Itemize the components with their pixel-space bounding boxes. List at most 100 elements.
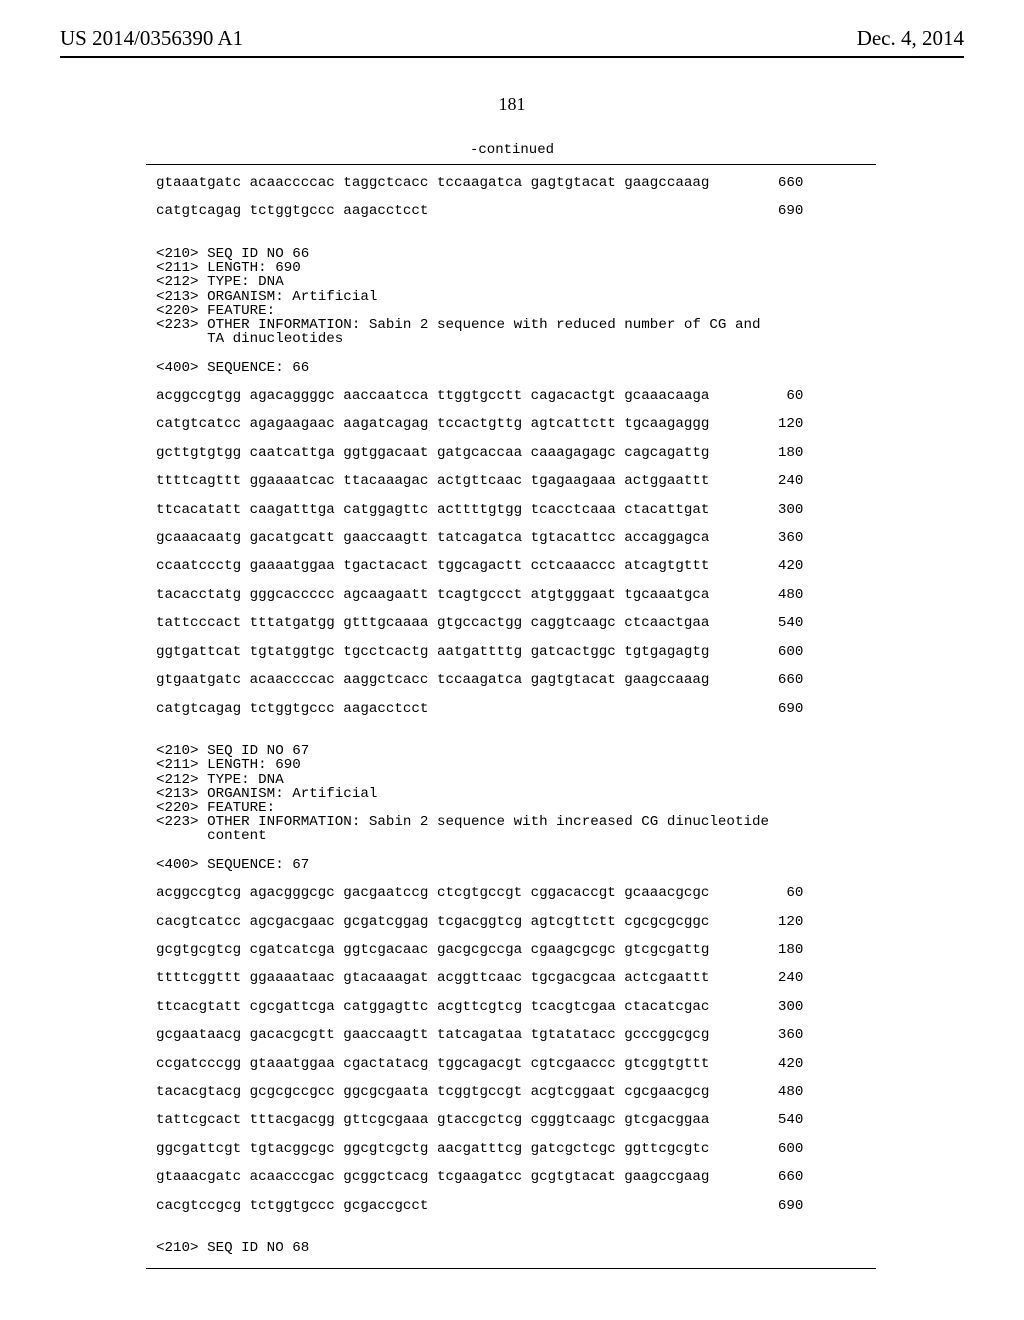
blank-line [156, 1042, 868, 1056]
sequence-position: 600 [755, 645, 803, 659]
page-number: 181 [0, 94, 1024, 115]
sequence-line: tattcccact tttatgatgg gtttgcaaaa gtgccac… [156, 616, 868, 630]
blank-line [156, 460, 868, 474]
blank-line [156, 900, 868, 914]
sequence-line: acggccgtgg agacaggggc aaccaatcca ttggtgc… [156, 389, 868, 403]
sequence-meta-line: <210> SEQ ID NO 67 [156, 744, 868, 758]
sequence-line: catgtcagag tctggtgccc aagacctcct 690 [156, 702, 868, 716]
blank-line [156, 1014, 868, 1028]
blank-line [156, 233, 868, 247]
blank-line [156, 602, 868, 616]
blank-line [156, 1213, 868, 1227]
sequence-position: 120 [755, 915, 803, 929]
blank-line [156, 1227, 868, 1241]
blank-line [156, 219, 868, 233]
sequence-line: tacacctatg gggcaccccc agcaagaatt tcagtgc… [156, 588, 868, 602]
sequence-position: 540 [755, 1113, 803, 1127]
sequence-meta-line: <212> TYPE: DNA [156, 275, 868, 289]
blank-line [156, 844, 868, 858]
sequence-line: tacacgtacg gcgcgccgcc ggcgcgaata tcggtgc… [156, 1085, 868, 1099]
sequence-line: gcgaataacg gacacgcgtt gaaccaagtt tatcaga… [156, 1028, 868, 1042]
sequence-line: cacgtccgcg tctggtgccc gcgaccgcct 690 [156, 1199, 868, 1213]
blank-line [156, 488, 868, 502]
sequence-line: ttttcagttt ggaaaatcac ttacaaagac actgttc… [156, 474, 868, 488]
blank-line [156, 929, 868, 943]
sequence-position: 420 [755, 559, 803, 573]
sequence-line: ccgatcccgg gtaaatggaa cgactatacg tggcaga… [156, 1057, 868, 1071]
sequence-line: acggccgtcg agacgggcgc gacgaatccg ctcgtgc… [156, 886, 868, 900]
blank-line [156, 517, 868, 531]
sequence-meta-line: <400> SEQUENCE: 67 [156, 858, 868, 872]
sequence-position: 420 [755, 1057, 803, 1071]
sequence-meta-line: <211> LENGTH: 690 [156, 261, 868, 275]
sequence-meta-line: <210> SEQ ID NO 68 [156, 1241, 868, 1255]
blank-line [156, 1184, 868, 1198]
blank-line [156, 1156, 868, 1170]
sequence-position: 60 [755, 886, 803, 900]
sequence-position: 240 [755, 474, 803, 488]
publication-number: US 2014/0356390 A1 [60, 26, 243, 51]
sequence-bottom-rule [146, 1268, 876, 1269]
sequence-listing-block: gtaaatgatc acaaccccac taggctcacc tccaaga… [156, 176, 868, 1255]
blank-line [156, 716, 868, 730]
blank-line [156, 346, 868, 360]
blank-line [156, 872, 868, 886]
page: US 2014/0356390 A1 Dec. 4, 2014 181 -con… [0, 0, 1024, 1320]
blank-line [156, 1128, 868, 1142]
blank-line [156, 403, 868, 417]
sequence-meta-line: content [156, 829, 868, 843]
continued-label: -continued [0, 142, 1024, 158]
sequence-line: ttcacatatt caagatttga catggagttc acttttg… [156, 503, 868, 517]
sequence-line: tattcgcact tttacgacgg gttcgcgaaa gtaccgc… [156, 1113, 868, 1127]
blank-line [156, 687, 868, 701]
sequence-line: catgtcatcc agagaagaac aagatcagag tccactg… [156, 417, 868, 431]
sequence-line: gtaaacgatc acaacccgac gcggctcacg tcgaaga… [156, 1170, 868, 1184]
sequence-position: 600 [755, 1142, 803, 1156]
sequence-meta-line: <213> ORGANISM: Artificial [156, 787, 868, 801]
blank-line [156, 1071, 868, 1085]
sequence-meta-line: <223> OTHER INFORMATION: Sabin 2 sequenc… [156, 815, 868, 829]
sequence-line: gcaaacaatg gacatgcatt gaaccaagtt tatcaga… [156, 531, 868, 545]
sequence-meta-line: <210> SEQ ID NO 66 [156, 247, 868, 261]
sequence-line: ccaatccctg gaaaatggaa tgactacact tggcaga… [156, 559, 868, 573]
sequence-position: 690 [755, 1199, 803, 1213]
sequence-position: 240 [755, 971, 803, 985]
blank-line [156, 432, 868, 446]
sequence-line: ggcgattcgt tgtacggcgc ggcgtcgctg aacgatt… [156, 1142, 868, 1156]
sequence-line: gcttgtgtgg caatcattga ggtggacaat gatgcac… [156, 446, 868, 460]
sequence-line: ggtgattcat tgtatggtgc tgcctcactg aatgatt… [156, 645, 868, 659]
sequence-position: 300 [755, 1000, 803, 1014]
sequence-line: ttcacgtatt cgcgattcga catggagttc acgttcg… [156, 1000, 868, 1014]
blank-line [156, 957, 868, 971]
sequence-line: ttttcggttt ggaaaataac gtacaaagat acggttc… [156, 971, 868, 985]
blank-line [156, 1099, 868, 1113]
header-rule [60, 56, 964, 58]
sequence-line: gtaaatgatc acaaccccac taggctcacc tccaaga… [156, 176, 868, 190]
sequence-meta-line: <213> ORGANISM: Artificial [156, 290, 868, 304]
blank-line [156, 986, 868, 1000]
sequence-position: 120 [755, 417, 803, 431]
sequence-meta-line: <400> SEQUENCE: 66 [156, 361, 868, 375]
sequence-meta-line: <220> FEATURE: [156, 304, 868, 318]
sequence-position: 300 [755, 503, 803, 517]
sequence-position: 660 [755, 673, 803, 687]
sequence-position: 480 [755, 1085, 803, 1099]
sequence-line: gcgtgcgtcg cgatcatcga ggtcgacaac gacgcgc… [156, 943, 868, 957]
sequence-position: 180 [755, 446, 803, 460]
sequence-meta-line: <212> TYPE: DNA [156, 773, 868, 787]
sequence-position: 180 [755, 943, 803, 957]
blank-line [156, 545, 868, 559]
sequence-position: 480 [755, 588, 803, 602]
blank-line [156, 190, 868, 204]
sequence-meta-line: <220> FEATURE: [156, 801, 868, 815]
sequence-line: catgtcagag tctggtgccc aagacctcct 690 [156, 204, 868, 218]
sequence-position: 660 [755, 176, 803, 190]
sequence-position: 60 [755, 389, 803, 403]
sequence-position: 690 [755, 204, 803, 218]
blank-line [156, 631, 868, 645]
sequence-meta-line: TA dinucleotides [156, 332, 868, 346]
sequence-top-rule [146, 164, 876, 165]
sequence-position: 360 [755, 1028, 803, 1042]
blank-line [156, 659, 868, 673]
sequence-position: 360 [755, 531, 803, 545]
